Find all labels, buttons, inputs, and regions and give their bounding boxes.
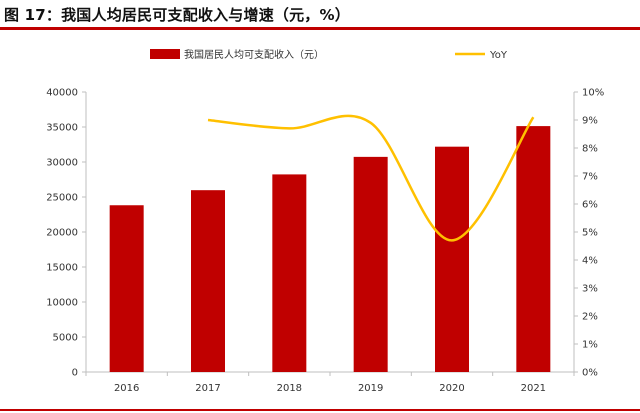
left-tick-label: 20000 <box>46 228 78 239</box>
x-tick-label: 2020 <box>439 383 464 394</box>
right-tick-label: 0% <box>582 368 598 379</box>
figure-title: 图 17：我国人均居民可支配收入与增速（元，%） <box>4 6 350 24</box>
bar-2019 <box>353 156 388 372</box>
right-tick-label: 5% <box>582 228 598 239</box>
axes <box>85 92 575 373</box>
left-tick-label: 0 <box>72 368 78 379</box>
right-tick-label: 10% <box>582 88 604 99</box>
x-axis-ticks: 2016 2017 2018 2019 2020 2021 <box>85 372 575 394</box>
left-tick-label: 10000 <box>46 298 78 309</box>
bar-2021 <box>516 126 551 372</box>
right-tick-label: 2% <box>582 312 598 323</box>
left-tick-label: 40000 <box>46 88 78 99</box>
right-tick-label: 7% <box>582 172 598 183</box>
x-tick-label: 2016 <box>114 383 139 394</box>
bar-2018 <box>272 174 307 372</box>
right-tick-label: 3% <box>582 284 598 295</box>
right-tick-label: 4% <box>582 256 598 267</box>
yoy-line-series <box>207 114 535 242</box>
bar-2017 <box>191 190 225 372</box>
x-tick-label: 2019 <box>358 383 383 394</box>
bar-series <box>109 126 551 372</box>
x-tick-label: 2017 <box>195 383 220 394</box>
yoy-line <box>207 114 535 242</box>
left-tick-label: 30000 <box>46 158 78 169</box>
left-tick-label: 35000 <box>46 123 78 134</box>
legend-bar-label: 我国居民人均可支配收入（元） <box>184 48 324 61</box>
right-axis-ticks: 0% 1% 2% 3% 4% 5% 6% 7% 8% 9% 10% <box>574 88 604 379</box>
right-tick-label: 1% <box>582 340 598 351</box>
title-rule <box>0 27 640 30</box>
x-tick-label: 2021 <box>521 383 546 394</box>
bar-2020 <box>435 146 469 372</box>
left-axis-ticks: 0 5000 10000 15000 20000 25000 30000 35000 40000 <box>46 88 86 379</box>
right-tick-label: 9% <box>582 116 598 127</box>
legend: 我国居民人均可支配收入（元） YoY <box>150 48 508 61</box>
left-tick-label: 5000 <box>53 333 78 344</box>
left-tick-label: 25000 <box>46 193 78 204</box>
left-tick-label: 15000 <box>46 263 78 274</box>
x-tick-label: 2018 <box>277 383 302 394</box>
bottom-rule <box>0 409 640 411</box>
legend-line-label: YoY <box>489 50 508 61</box>
bar-2016 <box>109 205 144 372</box>
legend-bar-swatch <box>150 49 180 59</box>
right-tick-label: 8% <box>582 144 598 155</box>
right-tick-label: 6% <box>582 200 598 211</box>
